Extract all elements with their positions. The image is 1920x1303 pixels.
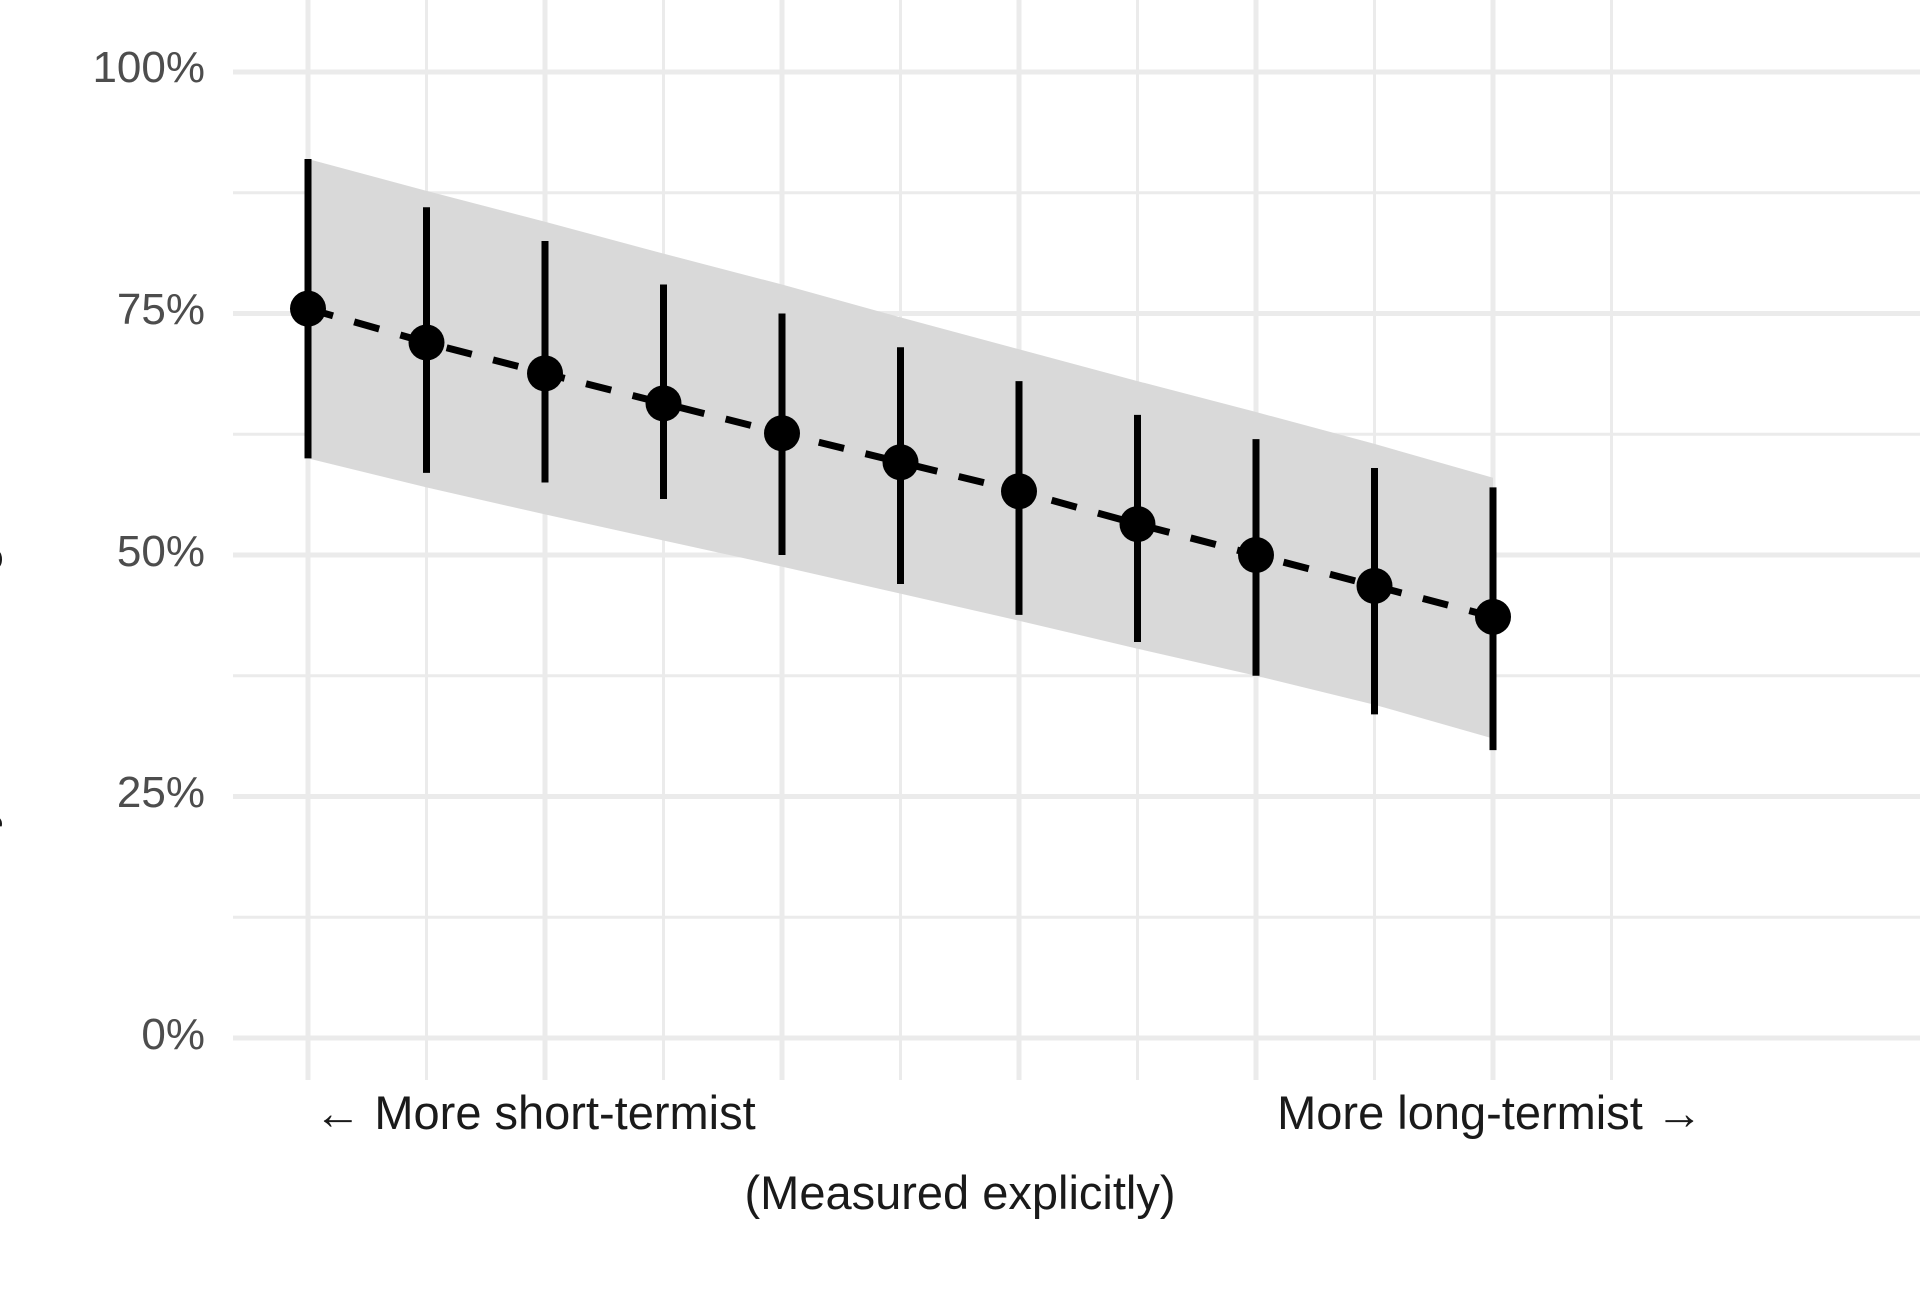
- x-axis-label-right: More long-termist →: [1277, 1086, 1703, 1139]
- y-tick-label-100: 100%: [92, 43, 205, 92]
- y-axis-tick-labels: 100% 75% 50% 25% 0%: [0, 0, 205, 1303]
- x-axis-sublabel: (Measured explicitly): [744, 1166, 1176, 1219]
- x-axis-labels: ← More short-termist More long-termist →: [0, 1085, 1920, 1155]
- y-axis-title-text: Probability of switching from Labour: [0, 279, 3, 1024]
- plot-area: [233, 0, 1920, 1080]
- y-tick-label-75: 75%: [116, 285, 205, 334]
- y-tick-label-25: 25%: [116, 768, 205, 817]
- y-tick-label-50: 50%: [116, 527, 205, 576]
- data-points: [290, 290, 1511, 635]
- trend-line: [307, 305, 1494, 621]
- plot-svg: [233, 0, 1920, 1080]
- y-tick-label-0: 0%: [141, 1010, 205, 1059]
- x-axis-label-left: ← More short-termist: [314, 1086, 756, 1139]
